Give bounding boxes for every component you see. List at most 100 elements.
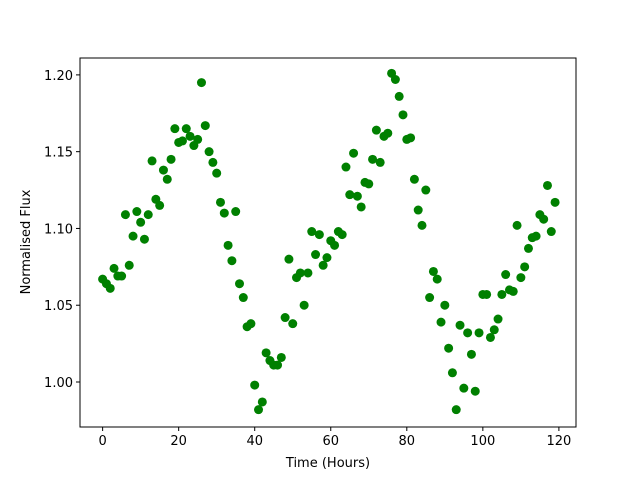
x-tick-label: 0	[98, 434, 106, 449]
point	[330, 240, 340, 250]
point	[508, 286, 518, 296]
point	[105, 283, 115, 293]
point	[516, 273, 526, 283]
point	[177, 136, 187, 146]
x-tick-label: 60	[322, 434, 339, 449]
point	[170, 124, 180, 134]
y-tick-label: 1.00	[44, 376, 73, 391]
point	[466, 349, 476, 359]
point	[417, 220, 427, 230]
point	[200, 121, 210, 131]
point	[212, 168, 222, 178]
point	[235, 279, 245, 289]
point	[136, 217, 146, 227]
point	[345, 190, 355, 200]
point	[371, 125, 381, 135]
point	[550, 197, 560, 207]
point	[409, 174, 419, 184]
x-tick-label: 20	[170, 434, 187, 449]
point	[158, 165, 168, 175]
point	[185, 131, 195, 141]
point	[307, 227, 317, 237]
point	[390, 74, 400, 84]
point	[303, 268, 313, 278]
point	[406, 133, 416, 143]
point	[425, 293, 435, 303]
point	[322, 253, 332, 263]
point	[413, 205, 423, 215]
point	[447, 368, 457, 378]
point	[383, 128, 393, 138]
point	[398, 110, 408, 120]
y-tick-label: 1.15	[44, 146, 73, 161]
point	[276, 352, 286, 362]
point	[474, 328, 484, 338]
point	[193, 134, 203, 144]
point	[546, 227, 556, 237]
point	[314, 230, 324, 240]
point	[147, 156, 157, 166]
point	[318, 260, 328, 270]
point	[162, 174, 172, 184]
point	[250, 380, 260, 390]
point	[295, 268, 305, 278]
y-tick-label: 1.20	[44, 69, 73, 84]
point	[337, 230, 347, 240]
point	[227, 256, 237, 266]
point	[451, 405, 461, 415]
plot-frame	[79, 57, 577, 428]
point	[288, 319, 298, 329]
x-tick-label: 80	[399, 434, 416, 449]
point	[132, 207, 142, 217]
point	[482, 289, 492, 299]
point	[341, 162, 351, 172]
point	[117, 271, 127, 281]
point	[501, 270, 511, 280]
point	[349, 148, 359, 158]
point	[375, 157, 385, 167]
point	[128, 231, 138, 241]
point	[542, 180, 552, 190]
point	[204, 147, 214, 157]
point	[539, 214, 549, 224]
point	[311, 250, 321, 260]
point	[436, 317, 446, 327]
point	[428, 266, 438, 276]
point	[208, 157, 218, 167]
point	[421, 185, 431, 195]
point	[394, 91, 404, 101]
x-axis-label: Time (Hours)	[285, 456, 370, 471]
point	[284, 254, 294, 264]
point	[273, 360, 283, 370]
point	[257, 397, 267, 407]
point	[531, 231, 541, 241]
point	[231, 207, 241, 217]
point	[432, 274, 442, 284]
point	[520, 262, 530, 272]
y-tick-label: 1.05	[44, 299, 73, 314]
point	[356, 202, 366, 212]
point	[155, 200, 165, 210]
point	[444, 343, 454, 353]
x-tick-label: 120	[546, 434, 571, 449]
point	[246, 319, 256, 329]
point	[512, 220, 522, 230]
point	[489, 325, 499, 335]
point	[166, 154, 176, 164]
point	[368, 154, 378, 164]
point	[196, 78, 206, 88]
point	[497, 289, 507, 299]
point	[280, 313, 290, 323]
point	[120, 210, 130, 220]
point	[440, 300, 450, 310]
point	[139, 234, 149, 244]
point	[223, 240, 233, 250]
y-tick-label: 1.10	[44, 222, 73, 237]
x-tick-label: 40	[246, 434, 263, 449]
point	[352, 191, 362, 201]
point	[261, 348, 271, 358]
y-axis-label: Normalised Flux	[19, 189, 34, 294]
point	[459, 383, 469, 393]
point	[523, 243, 533, 253]
